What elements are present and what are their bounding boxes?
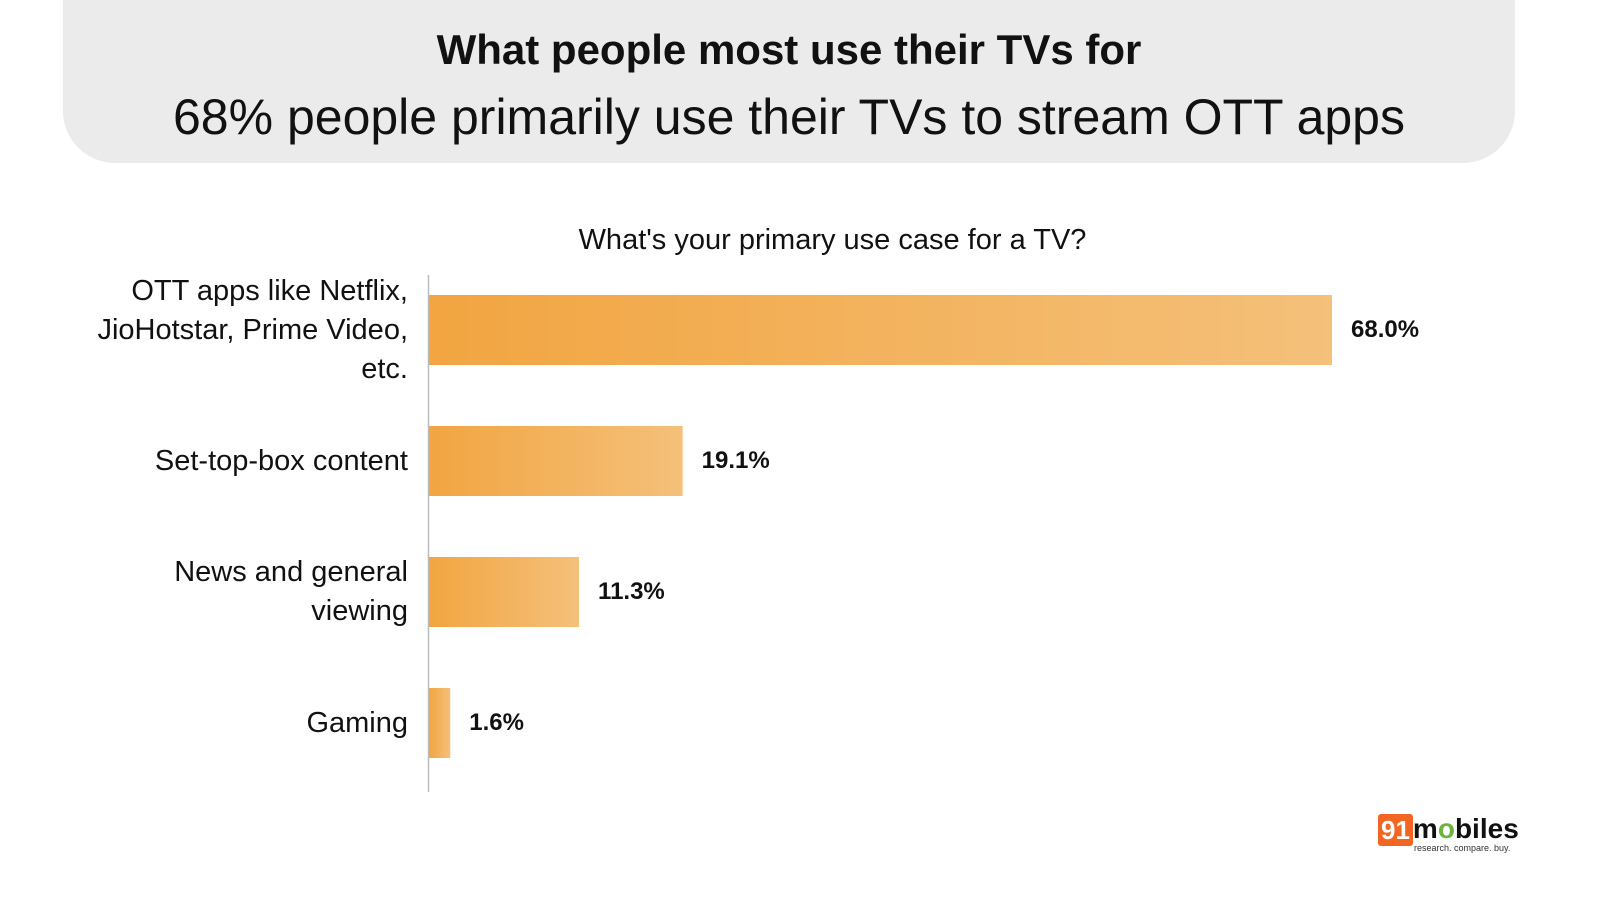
logo-number: 91 <box>1378 814 1413 846</box>
logo-tagline: research. compare. buy. <box>1414 843 1511 853</box>
bar <box>429 426 683 496</box>
category-label: Gaming <box>306 706 408 739</box>
91mobiles-logo: 91 mobiles research. compare. buy. <box>1378 813 1519 853</box>
data-label: 68.0% <box>1351 316 1420 343</box>
data-label: 1.6% <box>469 709 524 736</box>
logo-word: mobiles <box>1412 813 1519 844</box>
header-banner: What people most use their TVs for 68% p… <box>63 0 1515 163</box>
category-label: News and general viewing <box>174 556 408 627</box>
bar <box>429 557 580 627</box>
bar <box>429 295 1332 365</box>
page-title: What people most use their TVs for <box>436 26 1142 73</box>
data-label: 19.1% <box>701 447 770 474</box>
chart-title: What's your primary use case for a TV? <box>578 224 1087 256</box>
category-label: Set-top-box content <box>154 444 408 477</box>
page-subtitle: 68% people primarily use their TVs to st… <box>172 89 1405 145</box>
category-label: OTT apps like Netflix, JioHotstar, Prime … <box>97 274 408 385</box>
bar <box>429 688 451 758</box>
data-label: 11.3% <box>598 578 665 605</box>
